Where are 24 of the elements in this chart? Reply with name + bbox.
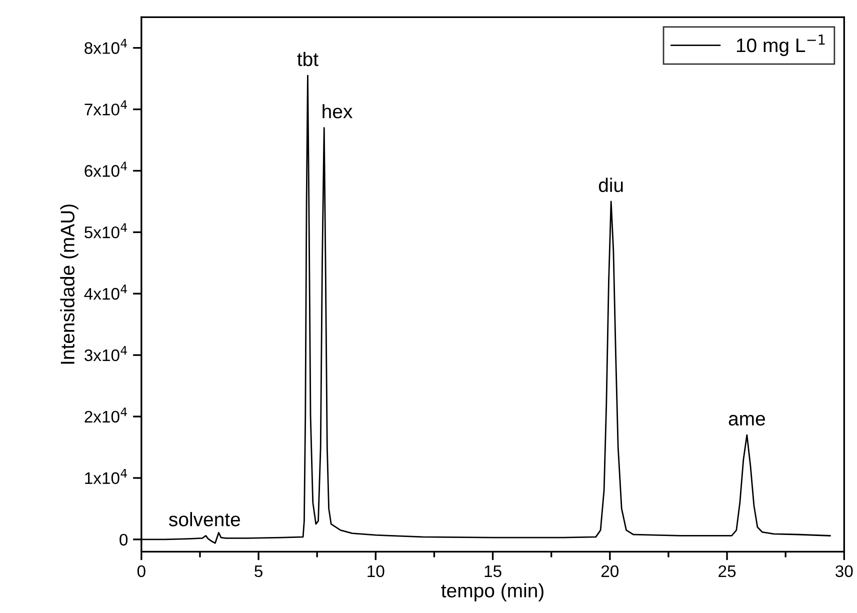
y-tick-label: 6x10$^{4}$ [84,162,127,177]
x-tick-label: 10 [368,565,384,578]
annotation: diu [598,178,623,192]
y-tick-label: 8x10$^{4}$ [84,38,127,54]
x-axis-title: tempo (min) [441,583,544,602]
x-tick-label: 20 [601,565,619,578]
y-tick-label: 2x10$^{4}$ [84,408,127,423]
x-tick-label: 0 [137,565,146,578]
annotation: hex [322,104,352,118]
y-tick-label: 7x10$^{4}$ [84,100,127,116]
legend-label: 10 mg L$^{−1}$ [736,34,825,56]
y-tick-label: 5x10$^{4}$ [84,223,127,238]
y-tick-label: 3x10$^{4}$ [84,346,127,362]
annotation: tbt [297,52,318,66]
y-axis-title: Intensidade (mAU) [60,204,78,364]
y-tick-label: 4x10$^{4}$ [84,284,127,300]
x-tick-label: 25 [718,565,736,578]
annotation: solvente [168,512,240,526]
x-tick-label: 5 [254,566,262,578]
y-tick-label: 1x10$^{4}$ [85,469,127,484]
annotation: ame [728,414,765,426]
x-tick-label: 15 [484,566,502,578]
x-tick-label: 30 [836,565,853,578]
y-tick-label: 0 [120,534,128,546]
